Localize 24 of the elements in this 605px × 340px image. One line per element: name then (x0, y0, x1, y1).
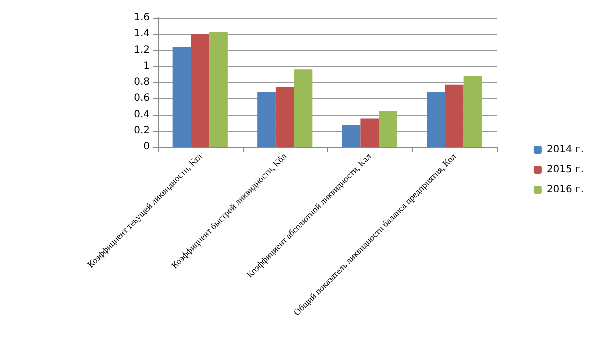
y-tick-label: 1.2 (134, 44, 150, 56)
legend-label: 2016 г. (546, 184, 584, 196)
bar (210, 32, 228, 147)
y-tick-label: 0.6 (134, 93, 150, 104)
bar (464, 76, 482, 147)
y-tick-label: 1.4 (134, 28, 150, 40)
bar (342, 125, 361, 147)
y-tick-label: 1 (144, 60, 150, 72)
bar (360, 118, 380, 147)
bar (276, 87, 294, 147)
y-tick-label: 0.2 (134, 125, 150, 136)
bar (191, 34, 210, 147)
bar (445, 84, 464, 147)
y-tick-label: 0.4 (134, 109, 150, 120)
bar (294, 70, 313, 147)
y-tick-label: 0.8 (134, 77, 150, 88)
y-tick-label: 0 (144, 142, 150, 152)
bar (172, 47, 192, 147)
bar (379, 112, 398, 147)
legend-label: 2015 г. (546, 164, 584, 176)
bar (258, 92, 276, 147)
legend-label: 2014 г. (546, 144, 584, 156)
bar (427, 92, 446, 147)
y-tick-label: 1.6 (134, 12, 150, 24)
